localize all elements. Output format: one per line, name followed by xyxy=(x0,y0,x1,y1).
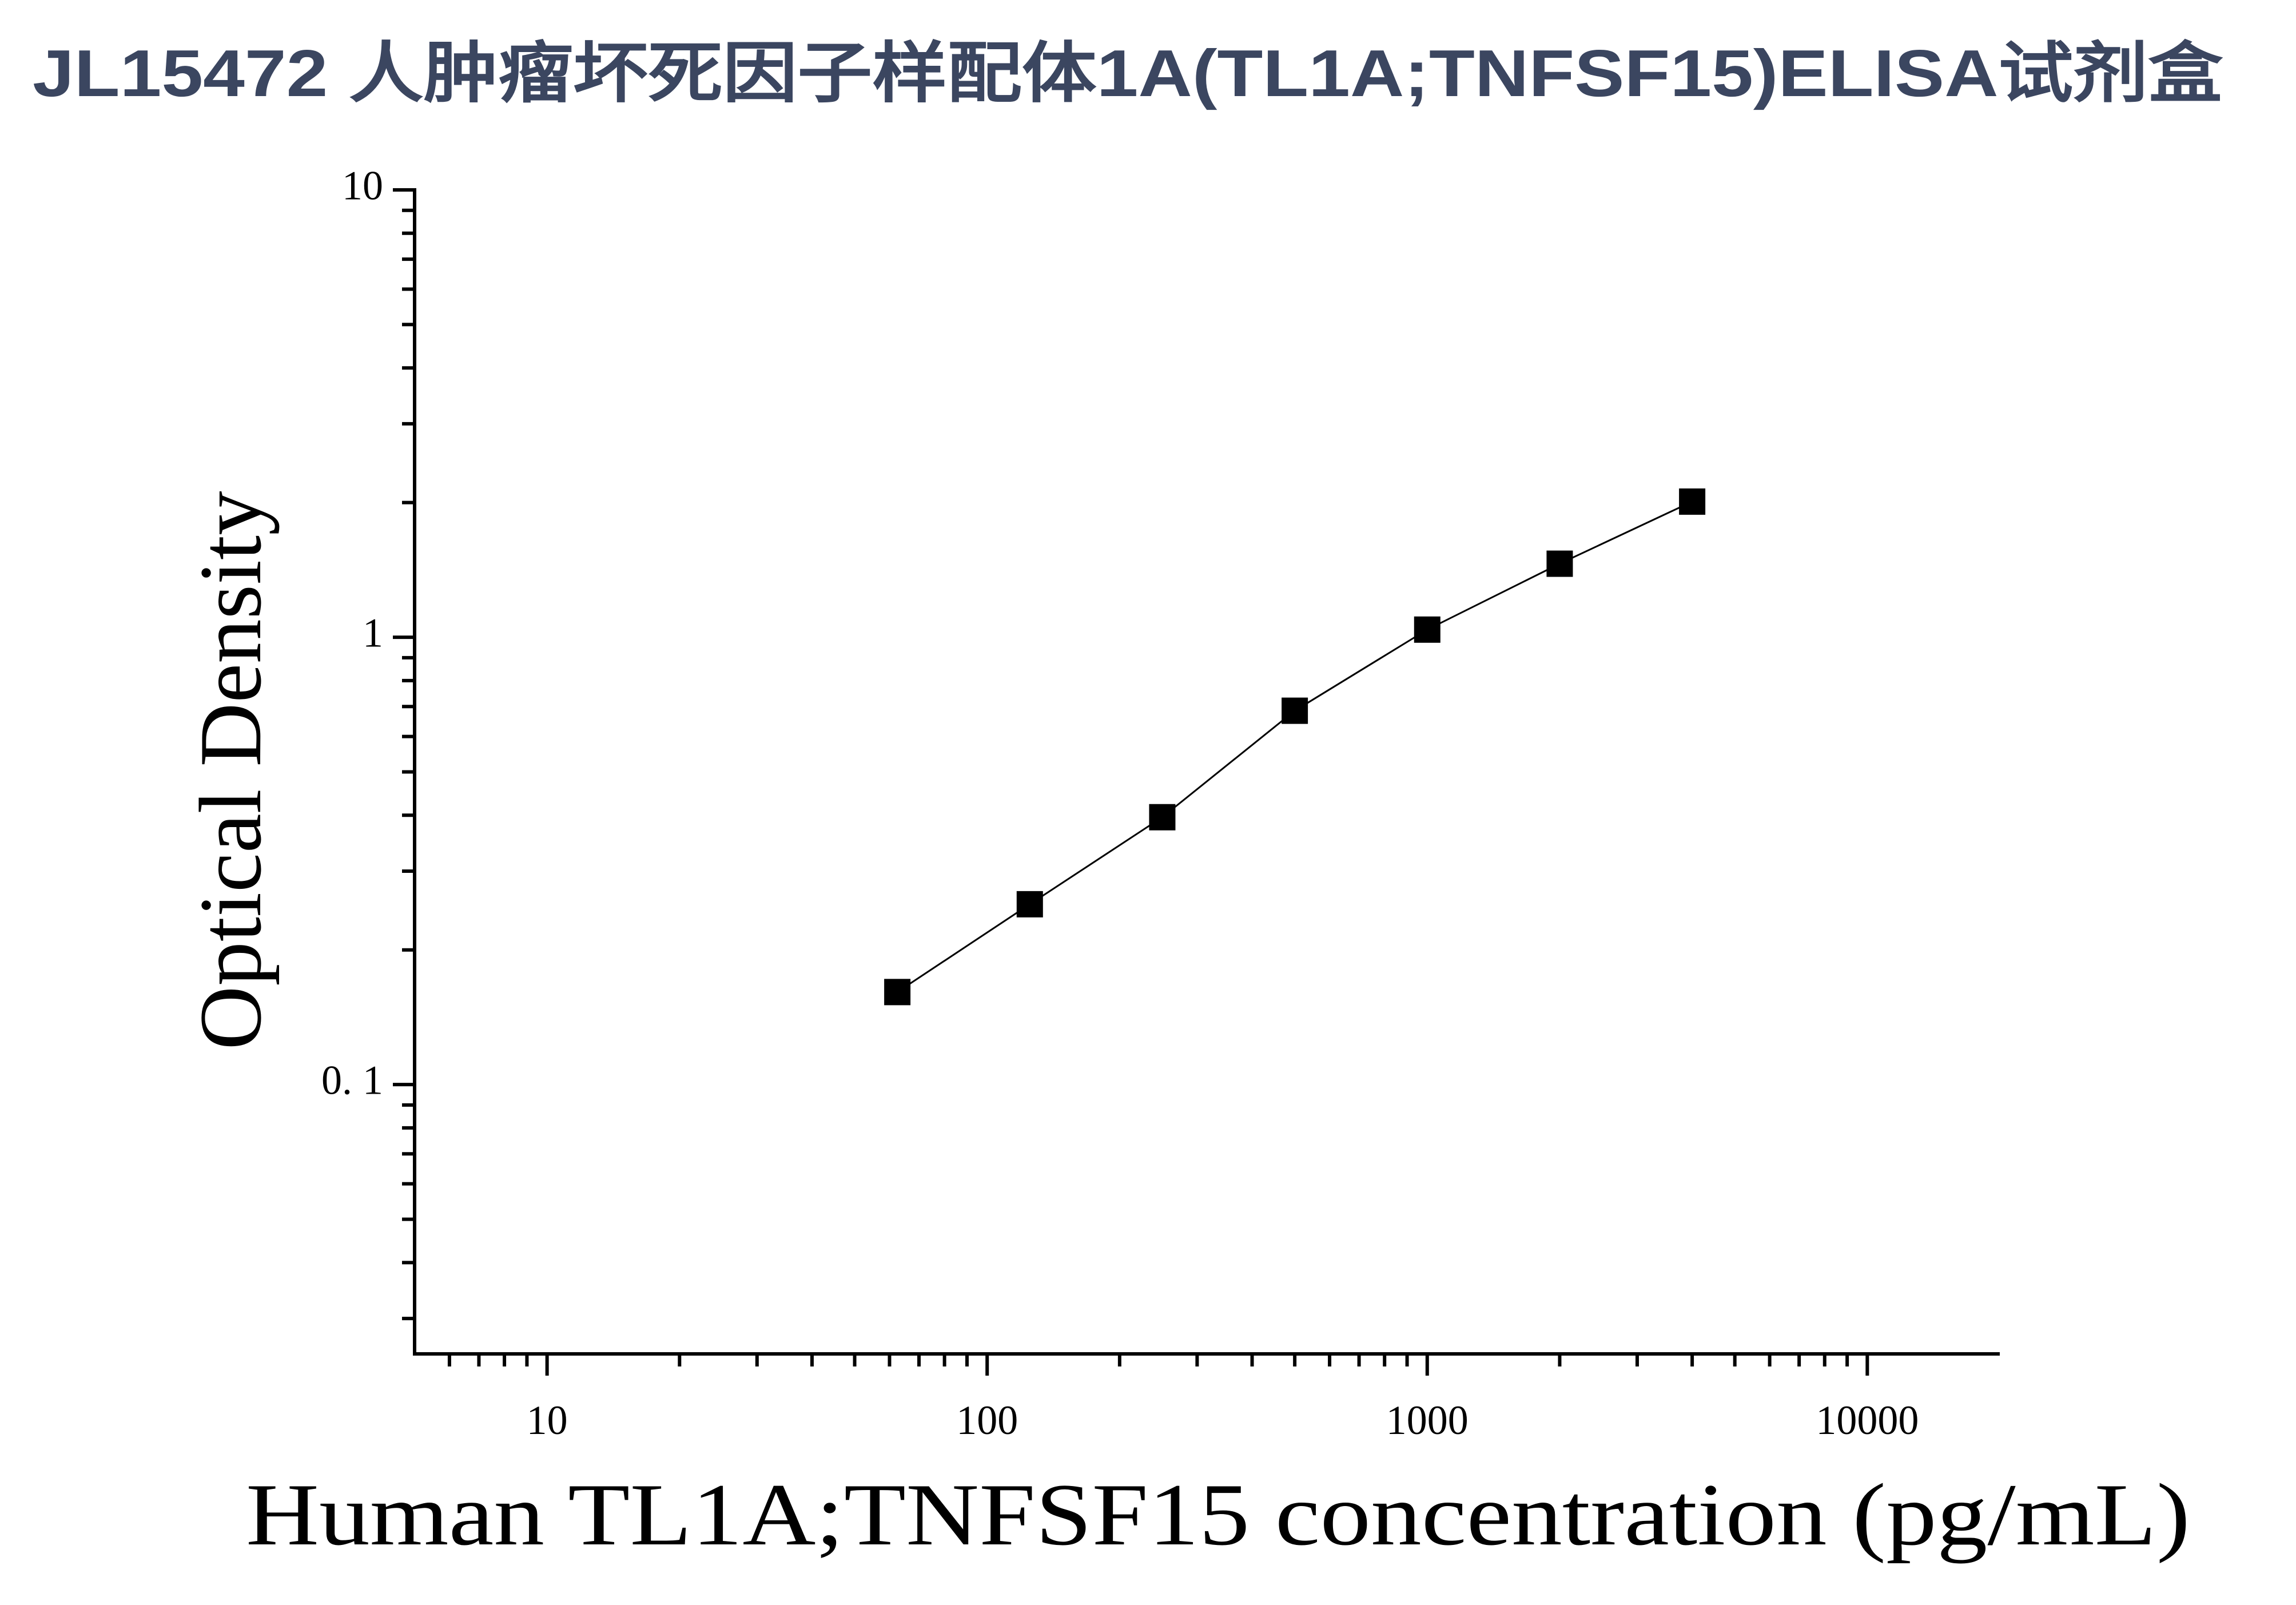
data-point xyxy=(884,979,911,1006)
data-point xyxy=(1679,488,1706,515)
y-tick-label: 1 xyxy=(363,610,383,656)
chart-title: JL15472 人肿瘤坏死因子样配体1A(TL1A;TNFSF15)ELISA试… xyxy=(33,36,2223,110)
data-point xyxy=(1546,550,1573,577)
fit-curve xyxy=(897,500,1693,993)
x-tick-label: 100 xyxy=(956,1397,1018,1443)
x-tick-label: 1000 xyxy=(1386,1397,1469,1443)
data-point xyxy=(1016,891,1043,917)
y-axis-title: Optical Density xyxy=(181,491,280,1050)
x-tick-label: 10 xyxy=(527,1397,568,1443)
x-axis-title: Human TL1A;TNFSF15 concentration (pg/mL) xyxy=(246,1465,2190,1564)
y-tick-label: 0. 1 xyxy=(321,1058,383,1103)
y-tick-label: 10 xyxy=(342,163,383,209)
data-point xyxy=(1414,616,1441,643)
data-point xyxy=(1149,804,1176,831)
x-tick-label: 10000 xyxy=(1816,1397,1919,1443)
data-point xyxy=(1282,697,1308,724)
